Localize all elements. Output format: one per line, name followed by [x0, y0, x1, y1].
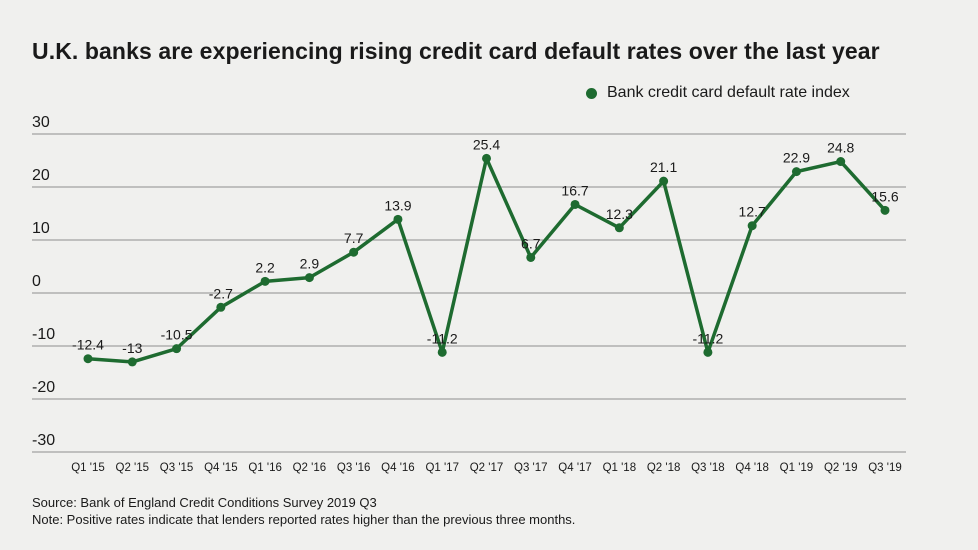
x-axis-ticks: Q1 '15 Q2 '15 Q3 '15 Q4 '15 Q1 '16 Q2 '16 Q3 '…	[71, 462, 902, 474]
data-point	[747, 221, 757, 231]
data-label: 24.8	[827, 140, 854, 156]
x-tick-label: Q3 '15	[160, 462, 194, 474]
legend-marker-icon	[586, 87, 597, 99]
data-point	[482, 153, 491, 163]
data-label: 7.7	[344, 230, 364, 246]
data-label: 13.9	[384, 197, 411, 213]
x-tick-label: Q2 '19	[824, 462, 858, 474]
data-point	[216, 302, 226, 312]
data-point	[172, 344, 182, 354]
x-tick-label: Q3 '18	[691, 462, 725, 474]
x-tick-label: Q2 '15	[116, 462, 150, 474]
data-point	[659, 176, 669, 186]
y-tick-label: 30	[32, 114, 50, 131]
data-labels: -12.4 -13 -10.5 -2.7 2.2 2.9 7.7 13.9 -11.2 25.4 6…	[72, 136, 899, 356]
data-label: -11.2	[692, 330, 723, 346]
x-tick-label: Q2 '16	[293, 462, 327, 474]
data-label: -2.7	[209, 285, 233, 301]
y-tick-label: -30	[32, 432, 55, 449]
data-point	[393, 214, 403, 224]
x-tick-label: Q3 '19	[868, 462, 902, 474]
data-points	[83, 153, 890, 367]
data-label: 15.6	[871, 188, 898, 204]
x-tick-label: Q4 '17	[558, 462, 592, 474]
y-tick-label: -10	[32, 326, 55, 343]
data-point	[526, 252, 536, 262]
data-point	[437, 347, 447, 357]
source-text: Source: Bank of England Credit Condition…	[32, 495, 377, 510]
x-tick-label: Q3 '16	[337, 462, 371, 474]
data-label: 12.3	[606, 206, 633, 222]
y-axis-ticks: 30 20 10 0 -10 -20 -30	[32, 114, 55, 449]
note-text: Note: Positive rates indicate that lende…	[32, 512, 576, 527]
data-label: -13	[122, 340, 142, 356]
data-point	[614, 223, 624, 233]
data-label: 16.7	[561, 182, 588, 198]
data-point	[260, 276, 270, 286]
data-label: -11.2	[427, 330, 458, 346]
series-line	[86, 156, 887, 364]
x-tick-label: Q1 '17	[425, 462, 459, 474]
y-tick-label: 10	[32, 220, 50, 237]
data-point	[349, 247, 359, 257]
x-tick-label: Q3 '17	[514, 462, 548, 474]
x-tick-label: Q2 '17	[470, 462, 504, 474]
footer: Source: Bank of England Credit Condition…	[32, 494, 575, 528]
x-tick-label: Q4 '15	[204, 462, 238, 474]
data-point	[83, 354, 93, 364]
series-line-path	[86, 156, 887, 364]
data-label: 12.7	[739, 204, 766, 220]
x-tick-label: Q2 '18	[647, 462, 681, 474]
gridlines	[32, 133, 906, 453]
data-label: -10.5	[161, 327, 193, 343]
x-tick-label: Q1 '19	[780, 462, 814, 474]
data-label: 22.9	[783, 150, 810, 166]
chart-title: U.K. banks are experiencing rising credi…	[32, 38, 880, 64]
y-tick-label: 0	[32, 273, 41, 290]
data-label: 25.4	[473, 136, 500, 152]
data-point	[304, 273, 314, 283]
data-point	[703, 347, 713, 357]
data-label: 2.2	[255, 259, 275, 275]
data-label: 21.1	[650, 159, 677, 175]
x-tick-label: Q4 '18	[735, 462, 769, 474]
data-point	[836, 157, 846, 167]
data-label: -12.4	[72, 337, 104, 353]
legend-label: Bank credit card default rate index	[607, 84, 850, 101]
data-label: 6.7	[521, 235, 541, 251]
legend: Bank credit card default rate index	[586, 84, 850, 102]
x-tick-label: Q1 '15	[71, 462, 105, 474]
line-chart: 30 20 10 0 -10 -20 -30 Q1 '15 Q2 '15 Q3 '15 Q4 '1…	[32, 114, 906, 474]
data-label: 2.9	[300, 256, 320, 272]
data-point	[570, 199, 580, 209]
y-tick-label: -20	[32, 379, 55, 396]
x-tick-label: Q1 '18	[603, 462, 637, 474]
x-tick-label: Q1 '16	[248, 462, 282, 474]
x-tick-label: Q4 '16	[381, 462, 415, 474]
y-tick-label: 20	[32, 167, 50, 184]
data-point	[127, 357, 137, 367]
data-point	[791, 167, 801, 177]
data-point	[880, 205, 890, 215]
